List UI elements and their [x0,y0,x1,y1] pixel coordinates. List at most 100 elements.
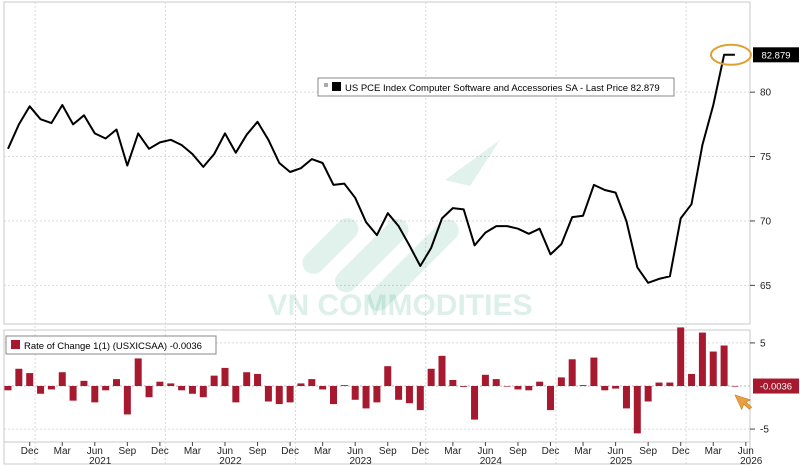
roc-bar [351,386,359,400]
roc-legend-label: Rate of Change 1(1) (USXICSAA) -0.0036 [24,341,202,352]
roc-last-value: -0.0036 [760,382,792,393]
roc-legend: Rate of Change 1(1) (USXICSAA) -0.0036 [5,335,217,355]
roc-bar [69,386,77,401]
price-ytick-label: 75 [760,152,772,163]
price-last-value: 82.879 [761,50,790,61]
roc-bar [405,386,413,404]
roc-bar [286,386,294,403]
roc-bar [47,386,55,390]
roc-bar [243,372,251,386]
month-tick-label: Mar [444,446,462,457]
month-tick-label: Sep [379,446,397,457]
price-ytick-label: 65 [760,281,772,292]
roc-bar [145,386,153,398]
roc-bar [178,386,186,391]
highlight-ring-icon [709,43,752,66]
month-tick-label: Jun [608,446,624,457]
roc-bar [449,379,457,386]
price-last-tag: 82.879 [753,47,799,63]
watermark-text: VN COMMODITIES [267,289,532,322]
roc-bar [416,386,424,411]
month-tick-label: Dec [21,446,39,457]
price-legend: US PCE Index Computer Software and Acces… [317,77,675,97]
roc-ytick-label: 5 [760,338,766,349]
month-tick-label: Dec [151,446,169,457]
roc-bar [720,345,728,386]
month-tick-label: Jun [87,446,103,457]
month-tick-label: Mar [574,446,592,457]
year-label: 2022 [219,456,242,466]
roc-bar [297,383,305,386]
roc-bar [37,386,45,394]
roc-bar [427,368,435,386]
roc-bar [384,366,392,386]
roc-legend-swatch [11,340,20,349]
roc-bar [395,386,403,400]
roc-bar [731,386,739,387]
year-label: 2021 [89,456,112,466]
roc-bar [460,386,468,387]
roc-bar [15,368,23,386]
watermark-stripe-2 [335,218,409,293]
month-tick-label: Dec [542,446,560,457]
roc-bar [199,386,207,398]
price-ytick-label: 70 [760,216,772,227]
roc-bar [612,386,620,389]
month-tick-label: Jun [477,446,493,457]
roc-bar [58,372,66,386]
month-tick-label: Mar [184,446,202,457]
roc-bar [91,386,99,403]
year-label: 2026 [740,456,763,466]
roc-legend-box [5,335,217,355]
roc-bar [232,386,240,403]
roc-bar [525,386,533,391]
price-legend-swatch [332,82,341,91]
watermark-arrow-icon [445,140,500,186]
roc-bar [123,386,131,415]
roc-bar [438,355,446,386]
roc-bar [156,381,164,386]
year-label: 2025 [610,456,633,466]
price-legend-label: US PCE Index Computer Software and Acces… [345,83,660,94]
roc-bar [601,386,609,391]
roc-bar [492,379,500,386]
roc-bar [275,386,283,405]
roc-bar [330,386,337,405]
price-line [7,53,735,284]
roc-last-tag: -0.0036 [753,378,799,394]
roc-bar [4,386,12,391]
roc-bar [677,327,685,386]
roc-bar [644,386,652,402]
watermark-stripe-1 [302,217,359,274]
month-tick-label: Sep [118,446,136,457]
month-tick-label: Sep [509,446,527,457]
roc-bar [210,375,218,386]
roc-bars [4,327,739,434]
roc-bar [622,386,630,409]
legend-handle-icon [324,83,328,87]
roc-bar [709,351,717,386]
roc-bar [134,358,142,386]
month-tick-label: Mar [314,446,332,457]
watermark-logo [302,140,500,311]
price-last-tag-bg [753,47,799,63]
roc-bar [113,379,120,386]
month-tick-label: Jun [738,446,754,457]
roc-bar [547,386,554,411]
roc-bar [579,385,587,386]
roc-bar [26,373,34,386]
roc-bar [514,386,522,390]
price-panel-frame [3,1,751,325]
roc-last-tag-bg [753,378,799,394]
month-tick-label: Sep [639,446,657,457]
roc-bar [319,386,327,390]
roc-bar [221,367,229,386]
roc-bar [536,381,544,386]
month-tick-label: Dec [672,446,690,457]
roc-bar [373,386,381,403]
roc-bar [362,386,370,409]
roc-bar [167,383,175,386]
y-axis-ticks: 65 70 75 80 5 -5 [750,88,772,436]
x-axis-ticks: Dec Mar Jun Sep Dec Mar Jun Sep Dec Mar Jun Sep Dec M… [21,442,763,466]
